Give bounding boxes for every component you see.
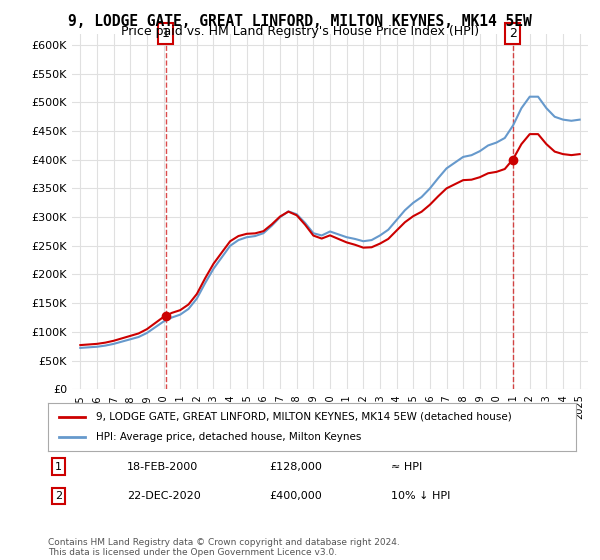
Text: 18-FEB-2000: 18-FEB-2000	[127, 461, 199, 472]
Text: £400,000: £400,000	[270, 491, 323, 501]
Text: ≈ HPI: ≈ HPI	[391, 461, 422, 472]
Text: 2: 2	[55, 491, 62, 501]
Text: HPI: Average price, detached house, Milton Keynes: HPI: Average price, detached house, Milt…	[95, 432, 361, 442]
Text: 9, LODGE GATE, GREAT LINFORD, MILTON KEYNES, MK14 5EW: 9, LODGE GATE, GREAT LINFORD, MILTON KEY…	[68, 14, 532, 29]
Text: £128,000: £128,000	[270, 461, 323, 472]
Text: 1: 1	[55, 461, 62, 472]
Text: Contains HM Land Registry data © Crown copyright and database right 2024.
This d: Contains HM Land Registry data © Crown c…	[48, 538, 400, 557]
Text: 9, LODGE GATE, GREAT LINFORD, MILTON KEYNES, MK14 5EW (detached house): 9, LODGE GATE, GREAT LINFORD, MILTON KEY…	[95, 412, 511, 422]
Text: 2: 2	[509, 27, 517, 40]
Text: 1: 1	[162, 27, 170, 40]
Text: 22-DEC-2020: 22-DEC-2020	[127, 491, 201, 501]
Text: Price paid vs. HM Land Registry's House Price Index (HPI): Price paid vs. HM Land Registry's House …	[121, 25, 479, 38]
Text: 10% ↓ HPI: 10% ↓ HPI	[391, 491, 451, 501]
